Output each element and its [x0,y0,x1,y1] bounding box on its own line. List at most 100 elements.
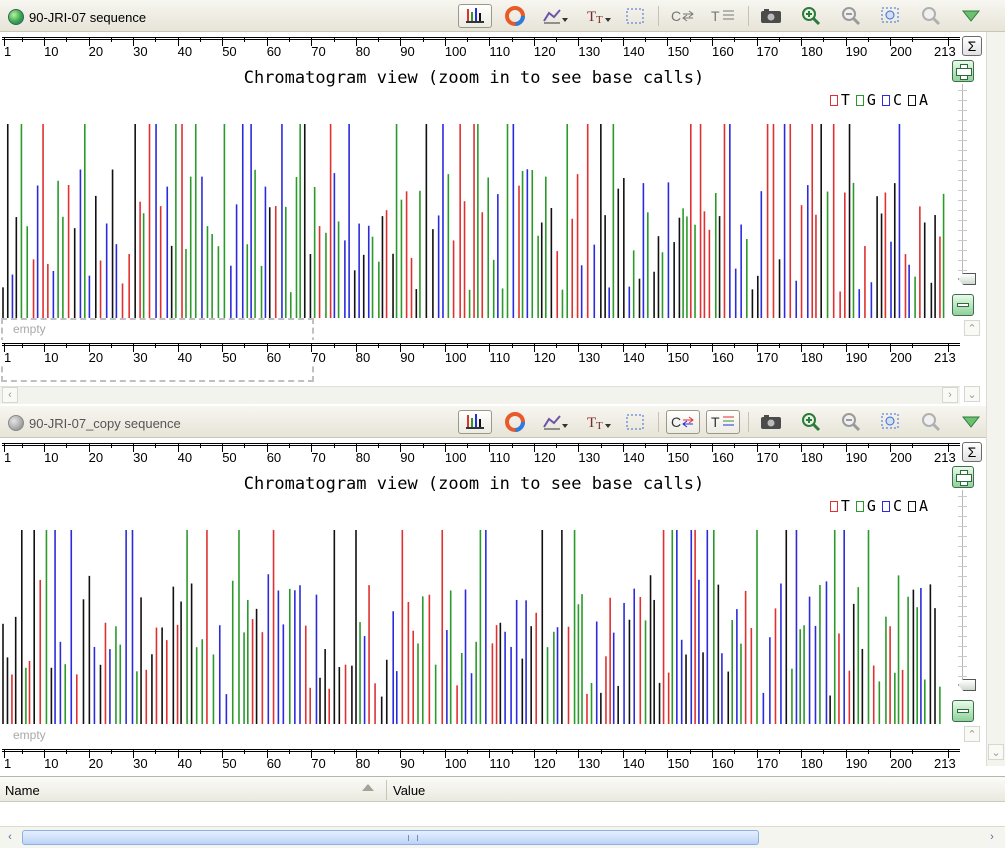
ruler-tick [400,749,402,758]
ruler-tick [712,443,713,452]
chromatogram-icon[interactable] [458,410,492,434]
scroll-left-button[interactable]: ‹ [2,387,18,403]
scroll-right-button[interactable]: › [942,387,958,403]
translation-icon[interactable]: T [706,4,740,28]
ruler-tick [801,343,803,352]
empty-label: empty [13,728,46,742]
scroll-up-button[interactable]: ⌃ [964,320,980,336]
ruler-label: 30 [133,756,148,771]
ruler-label: 180 [801,350,823,365]
ruler-tick [44,749,46,758]
ruler-tick [311,343,313,352]
ruler-label: 120 [533,450,556,465]
ruler-tick [44,443,46,452]
ruler-tick [667,343,669,352]
select-region-icon[interactable] [618,410,652,434]
svg-text:C: C [671,8,681,24]
scroll-up-button[interactable]: ⌃ [964,726,980,742]
properties-horizontal-scrollbar[interactable]: ‹ › [0,826,1005,848]
zoom-to-selection-icon[interactable] [914,410,948,434]
ruler-tick [44,37,46,46]
svg-text:T: T [587,9,596,25]
color-wheel-icon[interactable] [498,4,532,28]
slider-thumb[interactable] [958,273,976,285]
camera-icon[interactable] [754,4,788,28]
ruler-tick [533,443,535,452]
sequence-title: 90-JRI-07_copy sequence [8,414,181,432]
ruler-tick [266,343,268,352]
ruler-tick [266,37,268,46]
ruler-label: 150 [667,450,690,465]
ruler-tick [578,343,580,352]
value-column-header[interactable]: Value [393,783,426,798]
ruler-tick [311,749,313,758]
zoom-in-icon[interactable] [794,4,828,28]
complement-icon[interactable]: C [666,4,700,28]
ruler-tick [533,343,535,352]
color-wheel-icon[interactable] [498,410,532,434]
ruler-tick [845,37,847,46]
ruler-label: 100 [444,350,467,365]
ruler-label: 160 [712,756,734,771]
sort-ascending-icon[interactable] [362,784,374,791]
vertical-zoom-out-button[interactable] [952,700,974,722]
name-column-header[interactable]: Name [5,783,40,798]
slider-thumb[interactable] [958,679,976,691]
vertical-zoom-in-button[interactable] [952,60,974,82]
vertical-zoom-out-button[interactable] [952,294,974,316]
select-region-icon[interactable] [618,4,652,28]
ruler-label: 200 [890,350,912,365]
ruler-tick [578,443,580,452]
vertical-zoom-slider[interactable] [950,60,976,318]
ruler-label: 213 [934,756,956,771]
ruler-label: 90 [400,44,415,59]
translation-icon[interactable]: T [706,410,740,434]
horizontal-scrollbar[interactable]: ‹ › [0,386,960,404]
scroll-left-button[interactable]: ‹ [8,831,12,843]
ruler-label: 20 [88,450,104,465]
ruler-label: 170 [756,450,779,465]
camera-icon[interactable] [754,410,788,434]
scroll-right-button[interactable]: › [990,831,994,843]
scrollbar-thumb[interactable] [22,830,759,845]
editor-scroll-down-button[interactable]: ⌄ [988,744,1004,760]
complement-icon[interactable]: C [666,410,700,434]
ruler-label: 140 [622,756,645,771]
collapse-icon[interactable] [954,4,988,28]
zoom-to-fit-icon[interactable] [874,410,908,434]
ruler-label: 160 [712,350,734,365]
sigma-button[interactable]: Σ [962,36,982,56]
ruler-tick [622,343,624,352]
base-legend: T G C A [826,497,928,515]
zoom-out-icon[interactable] [834,4,868,28]
editor-vertical-scrollbar[interactable]: ⌄ [986,32,1005,766]
sequence-object-icon [8,9,24,25]
ruler-tick [948,37,949,46]
graph-dropdown-icon[interactable] [538,4,572,28]
scroll-down-button[interactable]: ⌄ [964,386,980,402]
chromatogram-icon[interactable] [458,4,492,28]
sigma-button[interactable]: Σ [962,442,982,462]
ruler-tick [756,343,758,352]
ruler-label: 60 [266,44,282,59]
zoom-in-icon[interactable] [794,410,828,434]
ruler-label: 120 [533,756,556,771]
chromatogram-area[interactable]: Chromatogram view (zoom in to see base c… [0,60,948,318]
ruler-tick [578,749,580,758]
svg-text:T: T [596,420,603,431]
ruler-label: 70 [311,450,326,465]
ruler-tick [222,443,224,452]
ruler-tick [622,443,624,452]
zoom-to-fit-icon[interactable] [874,4,908,28]
chromatogram-area[interactable]: Chromatogram view (zoom in to see base c… [0,466,948,724]
graph-dropdown-icon[interactable] [538,410,572,434]
ruler-label: 50 [222,756,237,771]
vertical-zoom-slider[interactable] [950,466,976,724]
zoom-out-icon[interactable] [834,410,868,434]
zoom-to-selection-icon[interactable] [914,4,948,28]
vertical-zoom-in-button[interactable] [952,466,974,488]
collapse-icon[interactable] [954,410,988,434]
